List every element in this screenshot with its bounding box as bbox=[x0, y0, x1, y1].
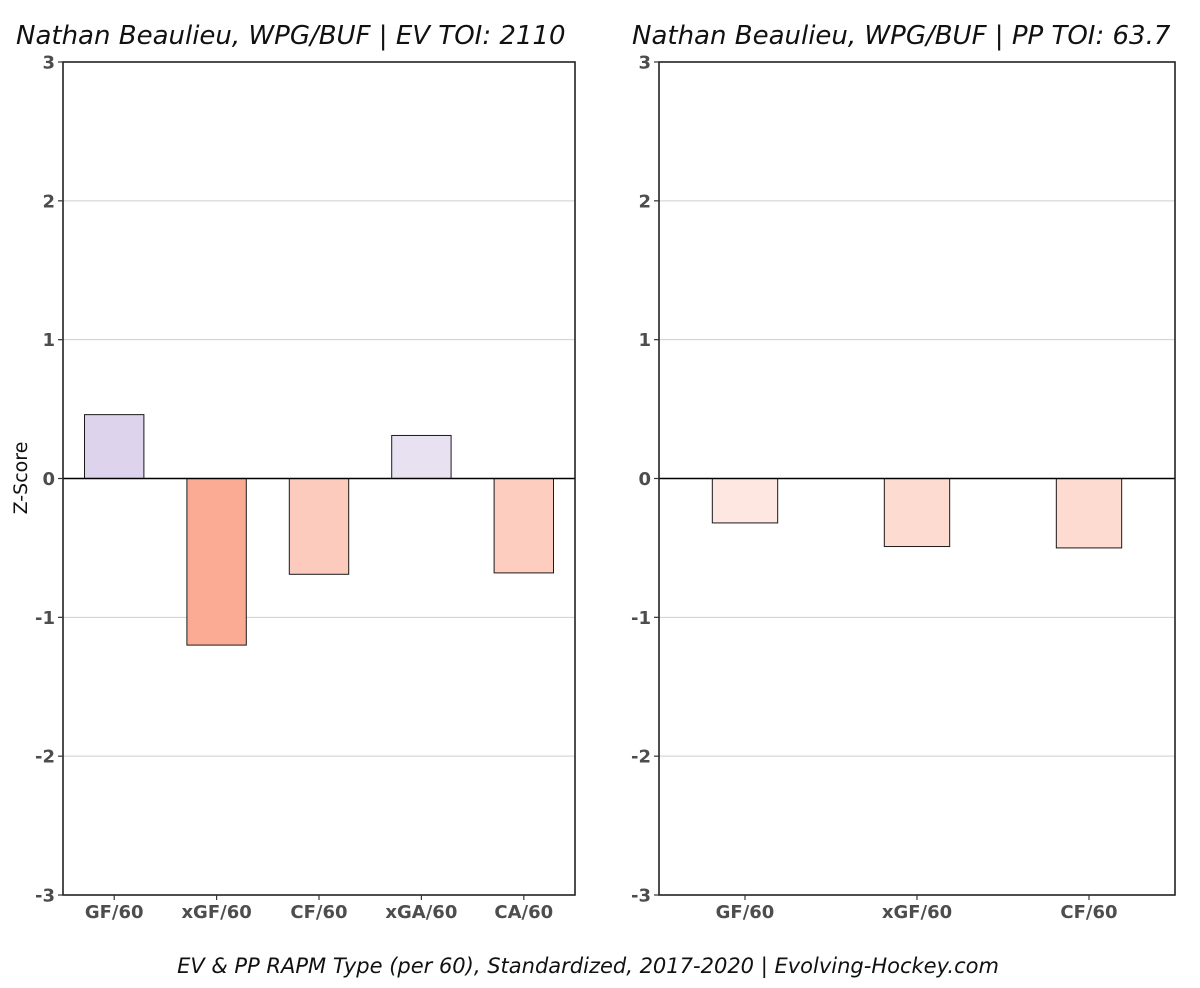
y-axis-label: Z-Score bbox=[10, 442, 32, 515]
bar-cf-per-60 bbox=[288, 478, 350, 575]
bar-xga-per-60 bbox=[391, 434, 452, 480]
x-tick-label: CF/60 bbox=[290, 902, 347, 923]
x-tick-label: GF/60 bbox=[716, 902, 775, 923]
pp-rapm-panel: Nathan Beaulieu, WPG/BUF | PP TOI: 63.7 … bbox=[631, 21, 1176, 923]
bar-gf-per-60 bbox=[84, 414, 145, 479]
figure-footer: EV & PP RAPM Type (per 60), Standardized… bbox=[177, 954, 999, 979]
bar-xgf-per-60 bbox=[883, 478, 951, 548]
x-tick-label: xGF/60 bbox=[882, 902, 952, 923]
y-tick-label: 2 bbox=[638, 191, 651, 212]
bar-cf-per-60 bbox=[1055, 478, 1123, 549]
y-tick-label: -1 bbox=[35, 608, 55, 629]
y-tick-label: 2 bbox=[42, 191, 55, 212]
pp-chart-title: Nathan Beaulieu, WPG/BUF | PP TOI: 63.7 bbox=[632, 21, 1171, 51]
x-tick-label: xGA/60 bbox=[385, 902, 457, 923]
y-tick-label: 1 bbox=[42, 330, 55, 351]
y-tick-label: 3 bbox=[638, 53, 651, 74]
x-tick-label: CA/60 bbox=[494, 902, 553, 923]
x-tick-label: xGF/60 bbox=[181, 902, 251, 923]
y-tick-label: 1 bbox=[638, 330, 651, 351]
bar-xgf-per-60 bbox=[186, 478, 247, 646]
y-tick-label: 0 bbox=[638, 469, 651, 490]
x-tick-label: CF/60 bbox=[1060, 902, 1117, 923]
ev-rapm-panel: Nathan Beaulieu, WPG/BUF | EV TOI: 2110 … bbox=[16, 21, 576, 923]
y-tick-label: -2 bbox=[35, 747, 55, 768]
bar-gf-per-60 bbox=[711, 478, 779, 524]
x-tick-label: GF/60 bbox=[85, 902, 144, 923]
y-tick-label: 0 bbox=[42, 469, 55, 490]
y-tick-label: -3 bbox=[35, 886, 55, 907]
ev-chart-title: Nathan Beaulieu, WPG/BUF | EV TOI: 2110 bbox=[16, 21, 566, 51]
y-tick-label: -1 bbox=[631, 608, 651, 629]
y-tick-label: -2 bbox=[631, 747, 651, 768]
bar-ca-per-60 bbox=[493, 478, 554, 574]
y-tick-label: 3 bbox=[42, 53, 55, 74]
y-tick-label: -3 bbox=[631, 886, 651, 907]
